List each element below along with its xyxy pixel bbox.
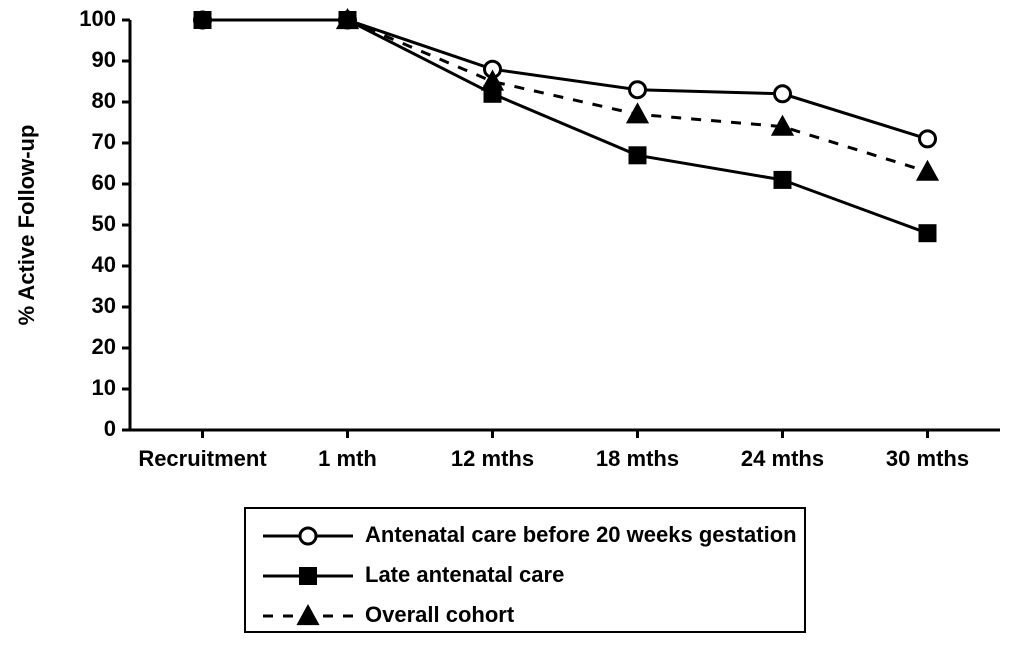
y-tick-label: 40 bbox=[92, 252, 116, 277]
y-tick-label: 70 bbox=[92, 129, 116, 154]
marker-square bbox=[300, 568, 316, 584]
marker-circle bbox=[920, 131, 936, 147]
legend-label: Overall cohort bbox=[365, 602, 515, 627]
x-tick-label: Recruitment bbox=[138, 446, 267, 471]
marker-square bbox=[195, 12, 211, 28]
y-tick-label: 0 bbox=[104, 416, 116, 441]
y-tick-label: 100 bbox=[79, 6, 116, 31]
marker-triangle bbox=[628, 104, 648, 122]
x-tick-label: 12 mths bbox=[451, 446, 534, 471]
series-late_antenatal bbox=[195, 12, 936, 241]
series-line bbox=[203, 20, 928, 233]
marker-square bbox=[775, 172, 791, 188]
y-tick-label: 90 bbox=[92, 47, 116, 72]
y-tick-label: 20 bbox=[92, 334, 116, 359]
y-tick-label: 80 bbox=[92, 88, 116, 113]
marker-square bbox=[630, 147, 646, 163]
y-tick-label: 10 bbox=[92, 375, 116, 400]
legend-label: Late antenatal care bbox=[365, 562, 564, 587]
y-tick-label: 60 bbox=[92, 170, 116, 195]
x-tick-label: 24 mths bbox=[741, 446, 824, 471]
chart-container: 0 10 20 30 40 50 60 70 80 90 100 Recruitment 1 mth 12… bbox=[0, 0, 1035, 652]
marker-circle bbox=[775, 86, 791, 102]
marker-circle bbox=[630, 82, 646, 98]
y-axis-label: % Active Follow-up bbox=[14, 125, 39, 326]
marker-triangle bbox=[918, 162, 938, 180]
marker-square bbox=[920, 225, 936, 241]
legend-label: Antenatal care before 20 weeks gestation bbox=[365, 522, 797, 547]
line-chart: 0 10 20 30 40 50 60 70 80 90 100 Recruitment 1 mth 12… bbox=[0, 0, 1035, 652]
series-antenatal_early bbox=[195, 12, 936, 147]
y-tick-label: 50 bbox=[92, 211, 116, 236]
y-tick-label: 30 bbox=[92, 293, 116, 318]
x-tick-label: 1 mth bbox=[318, 446, 377, 471]
x-tick-label: 30 mths bbox=[886, 446, 969, 471]
legend: Antenatal care before 20 weeks gestation… bbox=[245, 508, 805, 632]
x-tick-label: 18 mths bbox=[596, 446, 679, 471]
series-line bbox=[203, 20, 928, 139]
marker-circle bbox=[300, 528, 316, 544]
